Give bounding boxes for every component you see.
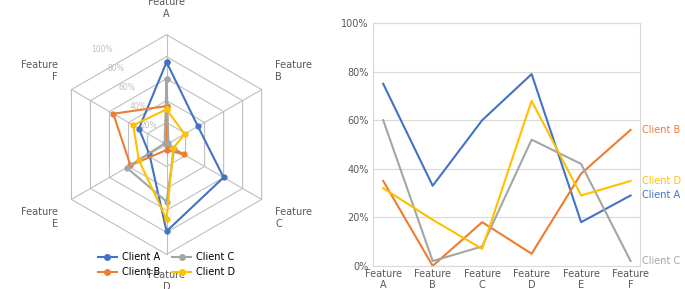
Text: 80%: 80% bbox=[108, 64, 124, 73]
Text: Feature
D: Feature D bbox=[148, 270, 185, 289]
Text: Feature
A: Feature A bbox=[148, 0, 185, 19]
Text: 20%: 20% bbox=[140, 121, 157, 130]
Text: Client B: Client B bbox=[642, 125, 680, 135]
Text: 40%: 40% bbox=[129, 102, 146, 111]
Text: Feature
B: Feature B bbox=[275, 60, 312, 81]
Text: Client A: Client A bbox=[642, 190, 680, 201]
Text: Feature
C: Feature C bbox=[275, 208, 312, 229]
Text: 100%: 100% bbox=[92, 45, 113, 54]
Text: Feature
E: Feature E bbox=[21, 208, 58, 229]
Text: Client D: Client D bbox=[642, 176, 681, 186]
Text: Feature
F: Feature F bbox=[21, 60, 58, 81]
Text: Client C: Client C bbox=[642, 256, 680, 266]
Text: 60%: 60% bbox=[119, 83, 135, 92]
Legend: Client A, Client B, Client C, Client D: Client A, Client B, Client C, Client D bbox=[94, 249, 239, 281]
